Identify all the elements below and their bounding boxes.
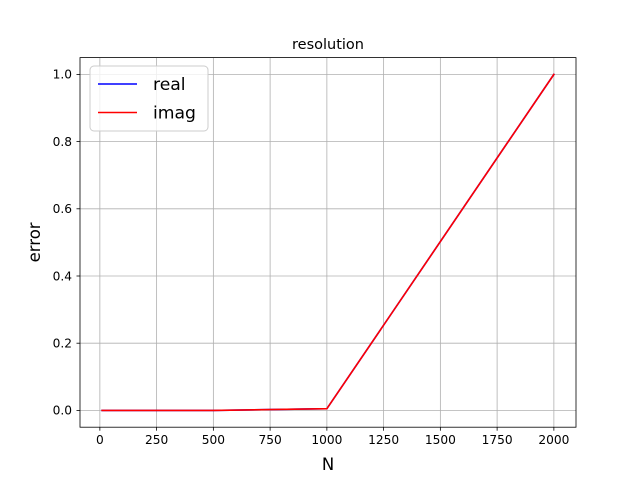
series-lines	[101, 73, 555, 412]
x-axis-label: N	[322, 455, 334, 474]
x-tick-label: 500	[202, 433, 225, 447]
y-tick-label: 0.2	[53, 337, 72, 351]
legend-label-imag: imag	[153, 104, 196, 124]
x-tick-label: 1750	[482, 433, 513, 447]
x-tick-label: 2000	[538, 433, 569, 447]
axis-ticks: 0 250 500 750 1000 1250 1500 1750 2000 0.0 0.2 0.4 0…	[53, 68, 570, 448]
series-line-imag	[101, 73, 555, 412]
x-tick-label: 0	[96, 433, 104, 447]
y-axis-label: error	[25, 222, 44, 262]
y-tick-label: 0.0	[53, 404, 72, 418]
x-tick-label: 250	[145, 433, 168, 447]
grid	[80, 57, 576, 428]
legend: real imag	[89, 65, 209, 132]
x-tick-label: 750	[258, 433, 281, 447]
x-tick-label: 1250	[368, 433, 399, 447]
legend-frame	[89, 65, 209, 132]
plot-frame	[79, 57, 577, 428]
legend-label-real: real	[153, 75, 186, 95]
chart-title: resolution	[292, 37, 364, 53]
x-tick-label: 1000	[311, 433, 342, 447]
y-tick-label: 0.8	[53, 135, 72, 149]
y-tick-label: 0.4	[53, 269, 73, 283]
x-tick-label: 1500	[425, 433, 456, 447]
y-tick-label: 0.6	[53, 202, 72, 216]
y-tick-label: 1.0	[53, 68, 72, 82]
